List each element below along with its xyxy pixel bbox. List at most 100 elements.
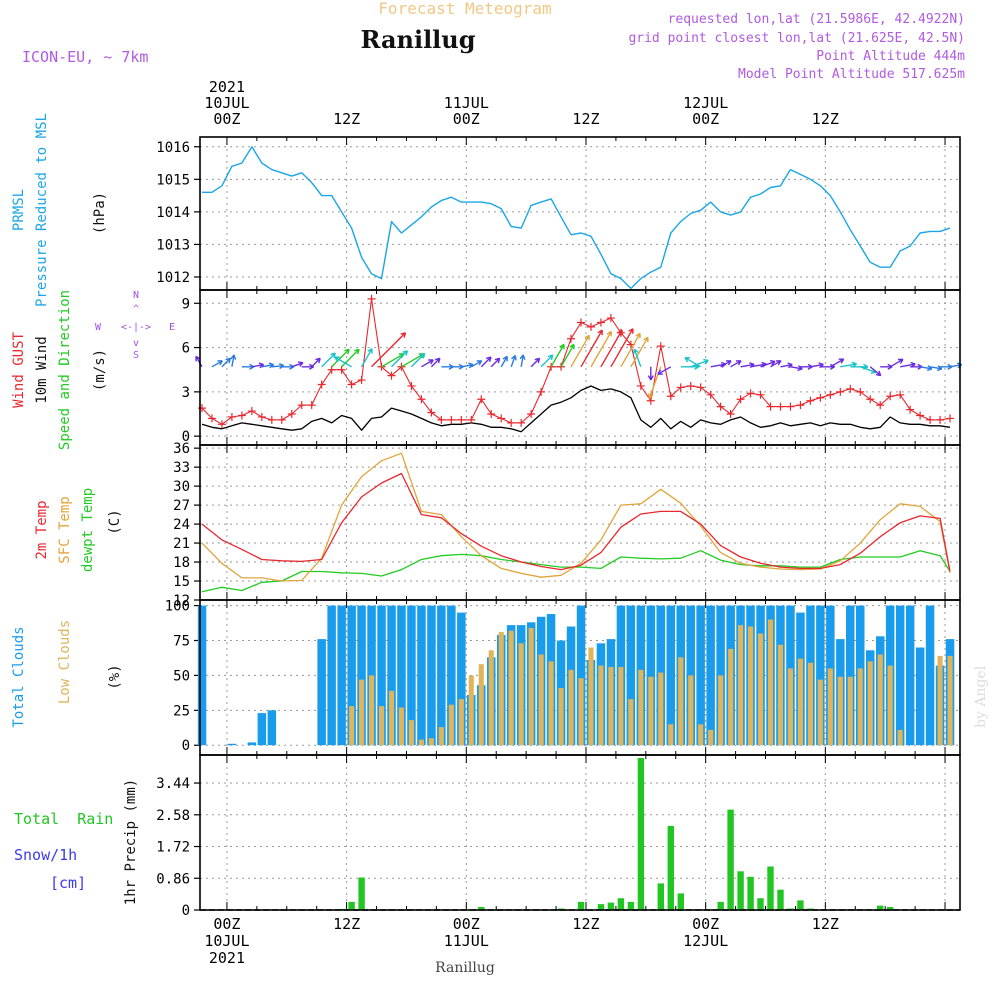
wind-gust-marker <box>906 405 915 414</box>
y-tick-label: 27 <box>173 498 190 514</box>
y-tick-label: 0 <box>182 903 190 919</box>
wind-gust-marker <box>487 410 496 418</box>
wind-direction-arrow <box>211 360 223 368</box>
total-cloud-bar <box>646 605 656 746</box>
wind-side-labels: Wind GUST 10m Wind Speed and Direction (… <box>11 290 175 450</box>
wind-direction-arrow <box>410 352 426 368</box>
low-cloud-bar <box>678 657 684 746</box>
total-cloud-bar <box>666 605 675 746</box>
wind-direction-arrow <box>360 348 373 368</box>
total-cloud-bar <box>197 605 207 746</box>
y-tick-label: 0.86 <box>156 871 190 887</box>
low-cloud-bar <box>698 724 704 746</box>
wind-gust-marker <box>467 415 476 424</box>
wind-direction-arrow <box>230 354 237 367</box>
total-cloud-bar <box>367 605 376 746</box>
low-cloud-bar <box>598 665 604 746</box>
bottom-time-text: 12JUL <box>683 932 728 950</box>
wind-direction-arrow <box>720 360 732 368</box>
wind-gust-marker <box>826 390 835 399</box>
wind-direction-arrow <box>684 357 702 368</box>
total-cloud-bar <box>716 605 725 746</box>
y-tick-label: 18 <box>173 555 190 571</box>
low-cloud-bar <box>718 675 724 746</box>
total-cloud-bar <box>686 605 695 746</box>
clouds-side-labels: Total Clouds Low Clouds (%) <box>11 620 123 728</box>
point-altitude-label: Point Altitude 444m <box>816 49 965 64</box>
sfc-temp-line <box>201 452 951 582</box>
wind-direction-arrow <box>334 356 352 368</box>
dewpt-temp-line <box>201 550 951 593</box>
top-time-text: 00Z <box>453 110 480 128</box>
bottom-time-label: 12Z <box>812 915 839 933</box>
wind-direction-arrow <box>530 357 541 368</box>
total-cloud-bar <box>437 605 446 746</box>
wind-direction-arrow <box>461 362 474 369</box>
wind-direction-arrow <box>919 365 933 372</box>
low-cloud-bar <box>947 655 953 746</box>
wind-direction-arrow <box>500 355 508 368</box>
low-cloud-bar <box>558 688 564 746</box>
wind-gust-marker <box>457 415 466 424</box>
panel-precip: 0 0.86 1.72 2.58 3.44 <box>156 755 960 919</box>
y-tick-label: 0 <box>182 738 190 754</box>
wind-gust-marker <box>207 414 216 423</box>
compass-glyph-ew: <-|-> <box>121 322 151 333</box>
wind-gust-marker <box>766 402 775 411</box>
rain-bar <box>607 902 615 910</box>
low-cloud-bar <box>508 630 514 746</box>
wind-gust-marker <box>656 342 665 351</box>
total-cloud-bar <box>915 647 925 746</box>
y-tick-label: 24 <box>173 517 190 533</box>
low-cloud-bar <box>668 724 674 746</box>
y-tick-label: 36 <box>173 441 190 457</box>
total-cloud-bar <box>387 605 396 746</box>
wind-direction-arrow <box>221 357 232 368</box>
wind-direction-arrow <box>590 330 612 368</box>
wind-gust-marker <box>726 410 735 418</box>
wind-direction-arrow <box>195 355 203 368</box>
wind-gust-line <box>201 298 951 425</box>
compass-rose: N S W E ^ <-|-> v <box>95 290 175 361</box>
wind-direction-arrow <box>580 329 603 368</box>
wind-gust-marker <box>337 365 346 374</box>
rain-bar <box>767 866 774 910</box>
wind-gust-marker <box>776 402 785 411</box>
wind-gust-marker <box>646 396 655 405</box>
wind-direction-arrow <box>391 350 409 368</box>
wind-direction-arrow <box>610 328 634 368</box>
total-cloud-bar <box>895 605 905 746</box>
temp-2m-line <box>201 472 951 572</box>
wind-gust-marker <box>746 389 755 398</box>
low-cloud-bar <box>937 655 943 746</box>
low-cloud-bar <box>538 654 544 746</box>
total-cloud-bar <box>357 605 366 746</box>
rain-bar <box>677 893 684 910</box>
rain-bar <box>777 889 784 910</box>
wind-speed-line <box>201 385 951 433</box>
low-cloud-bar <box>817 679 823 746</box>
low-cloud-bar <box>618 667 624 746</box>
wind-gust-marker <box>277 415 286 424</box>
clouds-unit-label: (%) <box>107 664 123 689</box>
wind-direction-arrow <box>490 357 501 368</box>
wind-gust-marker <box>666 392 675 401</box>
low-cloud-bar <box>748 626 754 746</box>
total-cloud-bar <box>457 612 466 746</box>
y-tick-label: 1016 <box>156 140 190 156</box>
low-cloud-bar <box>787 668 793 746</box>
low-cloud-bar <box>389 690 395 746</box>
wind-direction-arrow <box>929 365 943 372</box>
low-cloud-bar <box>807 662 813 746</box>
top-time-text: 10JUL <box>204 94 249 112</box>
wind-gust-marker <box>916 411 925 420</box>
top-time-label: 12Z <box>333 110 360 128</box>
total-cloud-bar <box>905 605 915 746</box>
wind-direction-arrow <box>291 361 304 368</box>
y-tick-label: 1013 <box>156 237 190 253</box>
panel-wind: 0 3 6 9 <box>182 290 960 445</box>
frames-layer <box>199 136 961 911</box>
wind-gust-marker <box>756 390 765 399</box>
low-cloud-bar <box>568 669 574 746</box>
